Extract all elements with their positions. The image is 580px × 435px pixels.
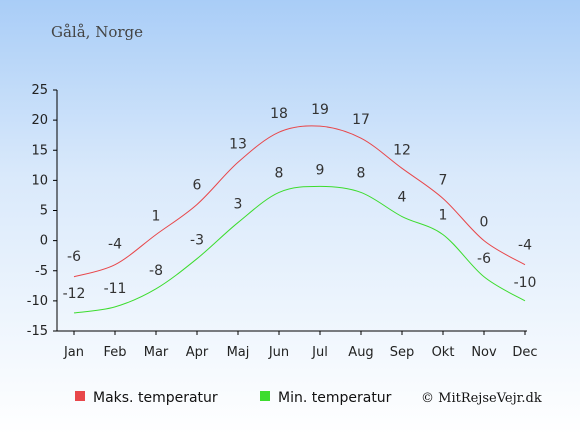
legend-label-min: Min. temperatur bbox=[278, 390, 392, 406]
x-tick-label: Jan bbox=[63, 345, 84, 360]
data-label-max: 0 bbox=[480, 215, 489, 231]
data-label-max: 1 bbox=[152, 209, 161, 225]
data-label-max: 6 bbox=[193, 177, 202, 193]
x-tick-label: Aug bbox=[348, 345, 373, 360]
data-label-min: 8 bbox=[275, 165, 284, 181]
x-tick-label: Okt bbox=[432, 345, 455, 360]
y-tick-label: 0 bbox=[40, 234, 48, 249]
x-tick-label: Maj bbox=[227, 345, 250, 360]
x-tick-label: Sep bbox=[390, 345, 415, 360]
data-label-max: -4 bbox=[108, 237, 122, 253]
x-tick-label: Apr bbox=[186, 345, 209, 360]
data-label-max: 12 bbox=[393, 142, 411, 158]
y-tick-label: 20 bbox=[31, 113, 48, 128]
data-label-max: 7 bbox=[439, 172, 448, 188]
data-label-max: 19 bbox=[311, 102, 329, 118]
data-label-min: -8 bbox=[149, 263, 163, 279]
y-tick-label: -15 bbox=[27, 324, 48, 339]
y-tick-label: 15 bbox=[31, 143, 48, 158]
series-line-min bbox=[73, 185, 526, 314]
x-tick-label: Mar bbox=[144, 345, 169, 360]
y-tick-label: 10 bbox=[31, 173, 48, 188]
data-label-max: -6 bbox=[67, 249, 81, 265]
legend: Maks. temperatur Min. temperatur bbox=[75, 390, 392, 406]
x-tick-label: Feb bbox=[103, 345, 126, 360]
legend-swatch-min bbox=[260, 391, 270, 401]
y-tick-label: -10 bbox=[27, 294, 48, 309]
data-label-min: -11 bbox=[104, 281, 127, 297]
chart-title: Gålå, Norge bbox=[51, 23, 143, 41]
data-label-min: -3 bbox=[190, 233, 204, 249]
data-label-min: 1 bbox=[439, 208, 448, 224]
x-tick-label: Jul bbox=[311, 345, 328, 360]
data-label-min: -12 bbox=[63, 286, 86, 302]
series-line-max bbox=[73, 125, 526, 278]
x-tick-label: Jun bbox=[268, 345, 289, 360]
y-tick-label: 25 bbox=[31, 83, 48, 98]
data-label-min: -10 bbox=[514, 275, 537, 291]
credit-text: © MitRejseVejr.dk bbox=[421, 391, 542, 406]
data-labels: -6 -4 1 6 13 18 19 17 12 7 0 -4 -12 -11 -8 -3 3 8 9 8 4 1 -6 -1… bbox=[63, 102, 537, 302]
data-label-max: -4 bbox=[518, 238, 532, 254]
legend-label-max: Maks. temperatur bbox=[93, 390, 218, 406]
legend-swatch-max bbox=[75, 391, 85, 401]
data-label-min: 9 bbox=[316, 162, 325, 178]
x-tick-label: Nov bbox=[471, 345, 497, 360]
x-tick-label: Dec bbox=[512, 345, 537, 360]
data-label-min: 4 bbox=[398, 190, 407, 206]
y-tick-label: -5 bbox=[35, 264, 48, 279]
y-tick-label: 5 bbox=[40, 204, 48, 219]
data-label-max: 17 bbox=[352, 112, 370, 128]
data-label-max: 13 bbox=[229, 136, 247, 152]
data-label-max: 18 bbox=[270, 106, 288, 122]
series-lines bbox=[73, 125, 526, 314]
data-label-min: 8 bbox=[357, 165, 366, 181]
data-label-min: 3 bbox=[234, 197, 243, 213]
data-label-min: -6 bbox=[477, 251, 491, 267]
